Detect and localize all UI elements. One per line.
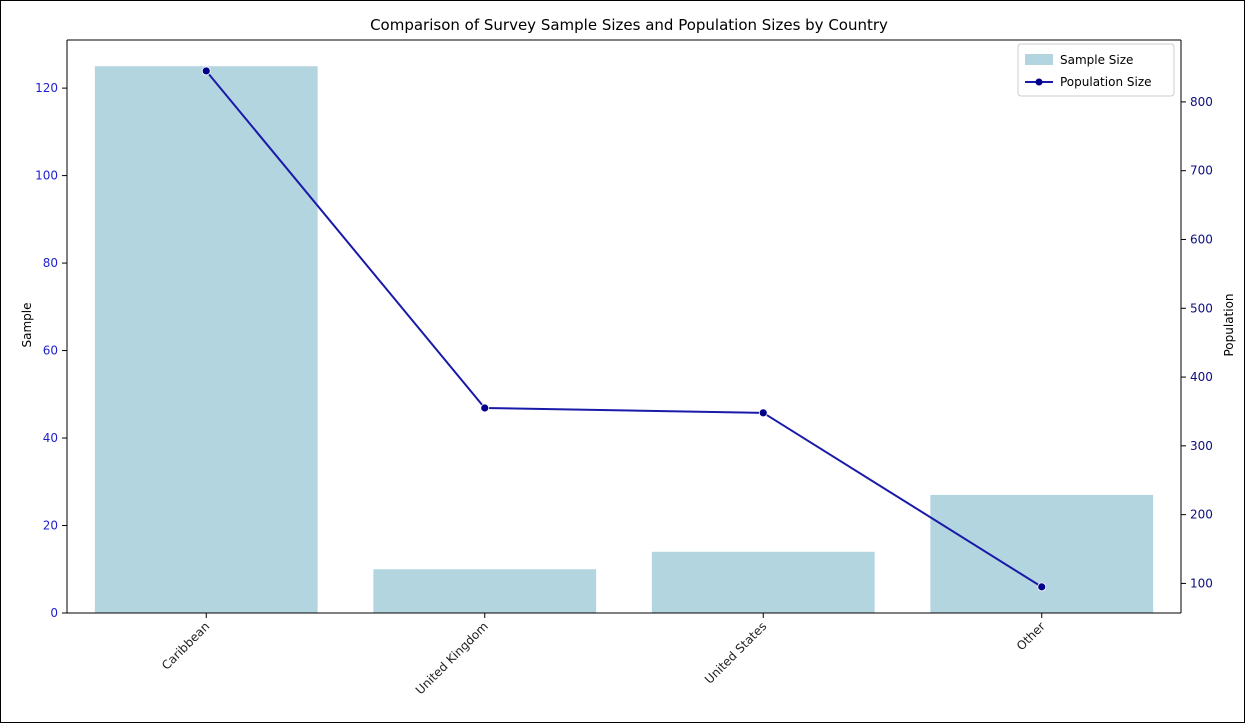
legend-label-sample-size: Sample Size [1060,53,1133,67]
y-left-tick-label: 0 [50,606,58,620]
legend: Sample Size Population Size [1017,43,1175,97]
population-line [205,70,1043,588]
y-axis-left-label: Sample [20,303,34,348]
y-right-tick-label: 700 [1190,164,1213,178]
y-right-tick-label: 600 [1190,232,1213,246]
y-right-tick-label: 300 [1190,439,1213,453]
bar-other [930,494,1154,613]
bar-united-states [651,551,875,613]
y-right-tick-label: 100 [1190,576,1213,590]
y-left-tick-label: 80 [43,256,58,270]
y-right-tick-label: 400 [1190,370,1213,384]
population-point-other [1037,582,1047,592]
bar-united-kingdom [373,569,597,613]
y-left-tick-label: 20 [43,519,58,533]
legend-label-population-size: Population Size [1060,75,1152,89]
x-tick-label: Caribbean [159,619,212,672]
y-left-tick-label: 100 [35,169,58,183]
legend-swatch-sample-size [1025,54,1053,65]
population-point-caribbean [201,66,211,76]
y-left-tick-label: 60 [43,344,58,358]
population-point-united-states [758,408,768,418]
y-left-tick-label: 120 [35,81,58,95]
x-tick-label: United Kingdom [413,619,491,697]
y-right-tick-label: 800 [1190,95,1213,109]
population-point-united-kingdom [480,403,490,413]
bar-caribbean [94,66,318,614]
y-right-tick-label: 500 [1190,301,1213,315]
y-right-tick-label: 200 [1190,508,1213,522]
x-tick-label: United States [702,619,769,686]
chart-title: Comparison of Survey Sample Sizes and Po… [370,16,888,34]
legend-marker-population-size [1035,78,1043,86]
y-axis-right-label: Population [1222,293,1236,356]
x-tick-label: Other [1014,619,1048,653]
y-left-tick-label: 40 [43,431,58,445]
